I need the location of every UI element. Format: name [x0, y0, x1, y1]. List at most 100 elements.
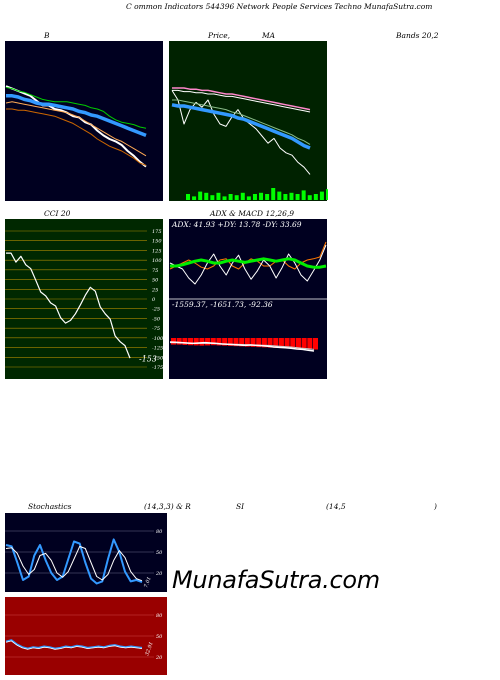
stoch-last-value: 7.01 — [143, 576, 152, 589]
macd-histogram-bar — [216, 338, 222, 346]
volume-bar — [240, 192, 245, 200]
macd-histogram-bar — [199, 338, 205, 346]
macd-histogram-bar — [273, 338, 279, 348]
macd-histogram-bar — [256, 338, 262, 348]
macd-histogram-bar — [295, 338, 301, 349]
macd-histogram-bar — [313, 338, 318, 350]
volume-bar — [313, 194, 318, 200]
macd-histogram-bar — [290, 338, 296, 349]
macd-histogram-bar — [250, 338, 256, 347]
macd-values: -1559.37, -1651.73, -92.36 — [172, 300, 273, 309]
cci-tick-label: 75 — [152, 268, 158, 274]
macd-histogram-bar — [210, 338, 216, 346]
volume-bar — [192, 196, 197, 200]
panel-background — [4, 512, 168, 593]
stoch-tick-label: 20 — [155, 571, 163, 577]
macd-histogram-bar — [301, 338, 307, 350]
stoch-tick-label: 50 — [156, 550, 163, 556]
volume-bar — [259, 192, 264, 200]
bollinger-chart — [4, 40, 164, 202]
volume-bar — [234, 195, 239, 200]
volume-bar — [186, 194, 190, 200]
cci-tick-label: -50 — [152, 316, 161, 322]
macd-histogram-bar — [233, 338, 239, 347]
cci-tick-label: 100 — [152, 258, 162, 264]
adx-green-line — [170, 257, 327, 269]
volume-bar — [265, 194, 270, 200]
page-title: C ommon Indicators 544396 Network People… — [126, 2, 433, 11]
macd-histogram-bar — [222, 338, 228, 346]
paren-label: ) — [434, 502, 437, 511]
cci-tick-label: -150 — [152, 355, 164, 361]
ma-label: MA — [262, 31, 276, 40]
cci-tick-label: 150 — [152, 239, 162, 245]
adx-values: ADX: 41.93 +DY: 13.78 -DY: 33.69 — [172, 220, 302, 229]
volume-bar — [301, 190, 306, 200]
volume-bar — [198, 191, 203, 200]
bollinger-series-0 — [5, 85, 147, 168]
volume-bar — [307, 195, 312, 200]
volume-bar — [228, 194, 233, 200]
rsi-tick-label: 20 — [155, 655, 163, 661]
macd-histogram-bar — [188, 338, 194, 346]
macd-histogram-bar — [171, 338, 176, 345]
stoch-d-line — [5, 545, 143, 582]
price-ma-series-2 — [172, 99, 311, 145]
volume-bar — [204, 192, 209, 200]
cci-last-value: -153 — [139, 354, 157, 363]
rsi-last-value: 32.91 — [144, 641, 155, 657]
adx-macd-label: ADX & MACD 12,26,9 — [210, 209, 295, 218]
volume-bar — [210, 195, 215, 200]
cci-tick-label: -175 — [152, 365, 163, 371]
cci-tick-label: -100 — [152, 336, 164, 342]
volume-bar — [277, 191, 282, 200]
adx-white-line — [169, 244, 327, 285]
cci-line — [6, 252, 131, 359]
volume-bar — [216, 192, 221, 200]
stoch-params-label: (14,3,3) & R — [144, 502, 191, 511]
macd-histogram-bar — [278, 338, 284, 349]
macd-histogram-bar — [227, 338, 233, 346]
cci-tick-label: -75 — [152, 326, 160, 332]
macd-histogram-bar — [307, 338, 313, 350]
cci-tick-label: 0 — [152, 297, 156, 303]
stoch-label: Stochastics — [28, 502, 72, 511]
rsi-tick-label: 50 — [156, 634, 163, 640]
volume-bar — [289, 192, 294, 200]
cci-chart: 175 150 125 100 75 50 25 0 -25 -50 -75 -100 -125 -150… — [4, 218, 164, 380]
price-ma-series-1 — [171, 103, 311, 150]
macd-histogram-bar — [182, 338, 188, 345]
rsi-signal-line — [5, 640, 143, 650]
macd-histogram-bar — [176, 338, 182, 345]
cci-tick-label: 50 — [152, 278, 159, 284]
price-ma-chart — [168, 40, 328, 202]
macd-histogram-bar — [261, 338, 267, 348]
cci-tick-label: -25 — [152, 307, 160, 313]
bollinger-series-4 — [5, 101, 147, 157]
cci-tick-label: 175 — [152, 229, 162, 235]
rsi-tick-label: 80 — [156, 613, 163, 619]
volume-bar — [319, 191, 324, 200]
macd-histogram-bar — [205, 338, 211, 346]
rsi-params-label: (14,5 — [326, 502, 346, 511]
price-label: Price, — [208, 31, 231, 40]
macd-histogram-bar — [244, 338, 250, 347]
adx-macd-chart — [168, 218, 328, 380]
bollinger-series-3 — [6, 108, 147, 166]
watermark: MunafaSutra.com — [172, 566, 380, 594]
macd-histogram-bar — [284, 338, 290, 349]
stoch-tick-label: 80 — [156, 529, 163, 535]
rsi-line — [5, 639, 143, 650]
price-ma-series-4 — [172, 89, 311, 113]
bands-label: Bands 20,2 — [396, 31, 439, 40]
volume-bar — [252, 194, 257, 200]
cci-label: CCI 20 — [44, 209, 71, 218]
si-label: SI — [236, 502, 245, 511]
bollinger-label: B — [44, 31, 50, 40]
bollinger-series-2 — [5, 86, 147, 129]
volume-bar — [283, 194, 288, 200]
volume-bar — [271, 188, 276, 200]
macd-histogram-bar — [239, 338, 245, 347]
macd-line — [169, 341, 315, 352]
volume-bar — [326, 189, 328, 200]
